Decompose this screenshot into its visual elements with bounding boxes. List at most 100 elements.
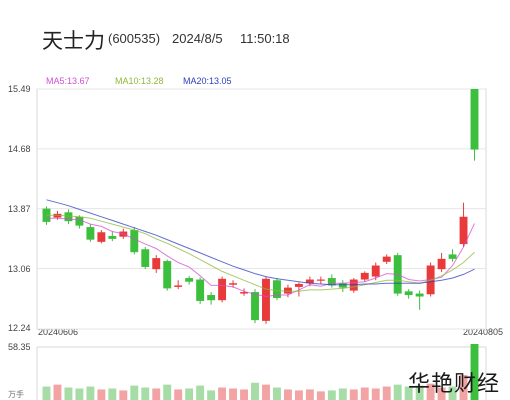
candle-body [404,291,413,296]
volume-bar [426,383,435,400]
volume-bar [273,387,281,400]
candle-body [152,258,161,270]
volume-bar [262,384,270,400]
volume-bar [130,385,139,400]
volume-bar [448,386,457,400]
candle-body [130,230,139,253]
y-tick-label: 13.06 [8,264,31,274]
volume-bar [404,386,413,400]
volume-bar [207,390,216,400]
volume-bar [415,385,424,400]
grid-layer [36,88,487,400]
volume-bar [305,389,314,400]
x-end-date: 20240805 [463,327,504,337]
candle-body [163,261,172,289]
volume-bar [470,344,479,400]
candle-body [229,283,238,285]
candle-body [371,265,380,277]
candle-body [251,292,259,321]
y-tick-label: 12.24 [8,323,31,333]
candle-body [273,280,281,298]
candle-body [415,293,424,297]
candle-body [327,278,336,286]
volume-bar [108,388,117,400]
volume-bar [42,386,51,400]
ma10-line [46,214,475,292]
volume-bar [316,391,325,400]
y-tick-label: 13.87 [8,204,31,214]
candle-body [316,279,325,281]
candle-body [108,235,117,239]
ma20-legend: MA20:13.05 [183,76,232,86]
candle-layer [42,89,479,324]
y-tick-label: 14.68 [8,144,31,154]
volume-bar [437,387,446,400]
candle-body [207,295,216,301]
volume-bar [141,387,150,400]
volume-bar [459,375,468,400]
y-tick-label: 15.49 [8,84,31,94]
candle-body [448,254,457,259]
ma-layer [46,199,475,298]
candle-body [174,285,183,287]
candle-body [470,89,479,150]
volume-unit-label: 万手 [8,390,24,399]
volume-bar [393,384,402,400]
volume-bar [119,390,128,400]
candle-body [283,287,292,294]
volume-bar [75,388,84,400]
candle-body [305,279,314,284]
candle-body [437,258,446,270]
volume-bar [218,387,227,400]
volume-bar [163,384,172,400]
volume-bar [283,389,292,400]
quote-date: 2024/8/5 [172,31,223,46]
volume-bar [174,389,183,400]
candle-body [42,208,51,222]
volume-bar [152,388,161,400]
candle-body [459,216,468,245]
candle-body [141,249,150,267]
candle-body [218,278,227,301]
candle-body [86,227,95,240]
x-start-date: 20240606 [38,327,79,337]
volume-max-label: 58.35 [8,342,31,352]
volume-bar [64,387,73,400]
volume-bar [251,382,259,400]
volume-bar [53,384,62,400]
ma5-line [46,217,475,298]
candle-body [382,256,391,262]
stock-code: (600535) [108,31,161,46]
volume-layer [42,344,479,400]
volume-bar [338,388,347,400]
volume-bar [360,387,369,400]
candle-body [262,278,270,321]
quote-header: 天士力 (600535) 2024/8/5 11:50:18 [0,0,510,70]
volume-bar [240,389,248,400]
volume-bar [382,386,391,400]
candle-body [294,283,303,287]
watermark-text: 华艳财经 [408,372,501,397]
volume-bar [185,388,194,400]
quote-time: 11:50:18 [240,31,290,46]
candle-body [64,212,73,222]
volume-bar [196,385,205,400]
volume-bar [294,390,303,400]
candle-body [97,232,106,242]
candle-body [185,278,194,282]
candle-body [360,272,369,280]
volume-bar [229,388,238,400]
candle-body [75,216,84,226]
volume-bar [349,389,358,400]
candle-body [196,279,205,301]
volume-bar [97,389,106,400]
volume-bar [86,386,95,400]
ma5-legend: MA5:13.67 [46,76,90,86]
stock-name: 天士力 [42,29,105,53]
candle-body [338,283,347,288]
volume-bar [371,388,380,400]
candle-body [240,292,248,294]
ma20-line [46,199,475,286]
volume-bar [327,390,336,400]
